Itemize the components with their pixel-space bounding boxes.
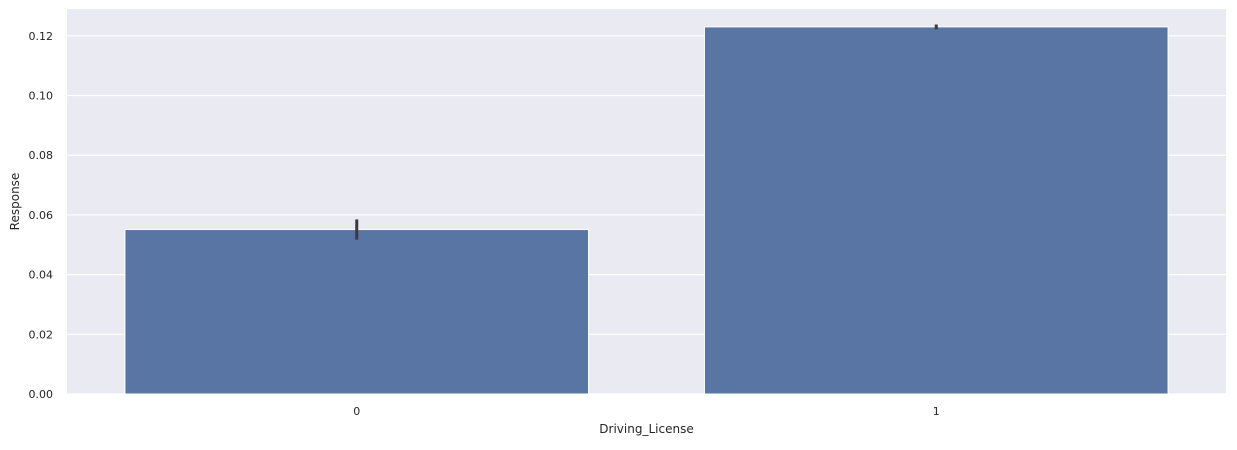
bar-1 — [703, 26, 1169, 395]
y-tick-label: 0.08 — [29, 149, 54, 162]
x-tick-label: 0 — [353, 405, 360, 418]
y-tick-label: 0.02 — [29, 328, 54, 341]
x-axis-label: Driving_License — [599, 422, 693, 436]
y-tick-label: 0.06 — [29, 209, 54, 222]
y-tick-labels: 0.00 0.02 0.04 0.06 0.08 0.10 0.12 — [29, 30, 54, 401]
bars — [124, 26, 1169, 395]
x-tick-label: 1 — [933, 405, 940, 418]
bar-0 — [124, 229, 590, 395]
y-axis-label: Response — [8, 173, 22, 231]
error-bars — [355, 24, 938, 240]
y-tick-label: 0.12 — [29, 30, 54, 43]
y-tick-label: 0.10 — [29, 90, 54, 103]
y-tick-label: 0.04 — [29, 269, 54, 282]
y-tick-label: 0.00 — [29, 388, 54, 401]
